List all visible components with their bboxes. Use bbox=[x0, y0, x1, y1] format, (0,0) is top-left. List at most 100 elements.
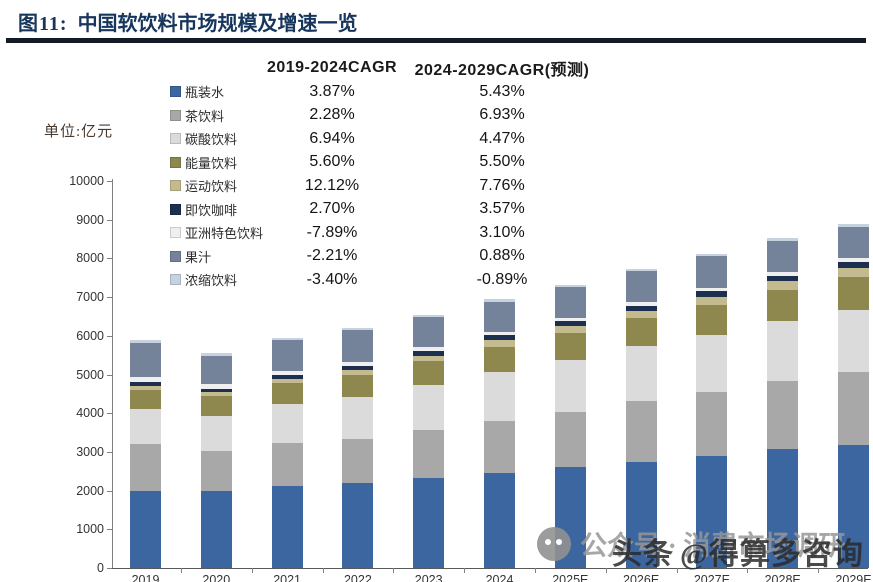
wechat-icon bbox=[537, 526, 571, 561]
bar-segment-碳酸饮料 bbox=[554, 359, 586, 412]
legend-label: 亚洲特色饮料 bbox=[185, 226, 264, 242]
bar-segment-茶饮料 bbox=[130, 444, 161, 491]
figure-title: 中国软饮料市场规模及增速一览 bbox=[77, 13, 358, 35]
y-tick-mark bbox=[107, 490, 112, 492]
y-tick-label: 1000 bbox=[76, 522, 104, 537]
cagr-value-2024-2029: 3.57% bbox=[479, 200, 525, 218]
bar-segment-能量饮料 bbox=[838, 277, 869, 311]
unit-label: 单位:亿元 bbox=[44, 124, 114, 140]
bar-segment-浓缩饮料 bbox=[696, 254, 728, 257]
cagr-row: 运动饮料 12.12% 7.76% bbox=[170, 174, 602, 198]
legend-swatch bbox=[170, 274, 181, 286]
bar-segment-碳酸饮料 bbox=[767, 321, 799, 381]
x-axis-label: 2023 bbox=[414, 573, 443, 582]
cagr-value-2024-2029: 0.88% bbox=[479, 247, 525, 265]
cagr-value-2019-2024: 6.94% bbox=[309, 129, 355, 147]
bar-segment-浓缩饮料 bbox=[342, 328, 374, 331]
x-tick-mark bbox=[322, 568, 324, 573]
figure-title-row: 图11: 中国软饮料市场规模及增速一览 bbox=[18, 7, 358, 36]
legend-swatch bbox=[170, 86, 181, 98]
legend-swatch bbox=[170, 156, 181, 168]
x-axis-label: 2024 bbox=[485, 573, 514, 582]
y-tick-mark bbox=[107, 219, 112, 221]
toutiao-handle-text: @得算多咨询 bbox=[680, 538, 864, 571]
bar-segment-茶饮料 bbox=[625, 401, 657, 462]
cagr-value-2024-2029: 7.76% bbox=[479, 176, 525, 194]
x-tick-mark bbox=[747, 568, 749, 573]
bar-segment-运动饮料 bbox=[838, 267, 869, 278]
bar-segment-碳酸饮料 bbox=[342, 396, 374, 440]
cagr-value-2024-2029: 5.43% bbox=[479, 82, 525, 100]
cagr-header-row: 2019-2024CAGR 2024-2029CAGR(预测) bbox=[170, 56, 602, 80]
bar-segment-果汁 bbox=[130, 342, 161, 377]
bar-segment-亚洲特色饮料 bbox=[484, 331, 515, 336]
bar-segment-瓶装水 bbox=[413, 477, 445, 568]
y-tick-label: 5000 bbox=[76, 367, 104, 382]
bar-segment-碳酸饮料 bbox=[484, 371, 515, 422]
bar-segment-运动饮料 bbox=[696, 296, 728, 305]
legend-item: 瓶装水 bbox=[170, 82, 262, 101]
legend-item: 碳酸饮料 bbox=[170, 129, 262, 148]
cagr-value-2019-2024: -3.40% bbox=[306, 270, 358, 288]
bar-segment-能量饮料 bbox=[342, 374, 374, 397]
legend-label: 即饮咖啡 bbox=[185, 202, 238, 218]
y-tick-label: 9000 bbox=[76, 212, 104, 227]
legend-item: 果汁 bbox=[170, 247, 262, 266]
legend-item: 能量饮料 bbox=[170, 153, 262, 172]
legend-item: 茶饮料 bbox=[170, 106, 262, 125]
legend-label: 果汁 bbox=[185, 249, 212, 265]
legend-item: 浓缩饮料 bbox=[170, 270, 262, 289]
bar-segment-即饮咖啡 bbox=[767, 275, 799, 282]
legend-item: 亚洲特色饮料 bbox=[170, 223, 264, 242]
bar-segment-亚洲特色饮料 bbox=[200, 384, 232, 389]
y-tick-label: 7000 bbox=[76, 290, 104, 305]
bar-segment-果汁 bbox=[342, 330, 374, 362]
bar-segment-能量饮料 bbox=[271, 383, 303, 405]
x-axis-label: 2027E bbox=[693, 573, 730, 582]
cagr-value-2019-2024: -7.89% bbox=[306, 223, 358, 241]
legend-label: 茶饮料 bbox=[185, 108, 225, 124]
y-tick-label: 6000 bbox=[76, 328, 104, 343]
bar-segment-碳酸饮料 bbox=[838, 310, 869, 372]
x-axis-label: 2019 bbox=[131, 573, 160, 582]
bar-segment-运动饮料 bbox=[625, 310, 657, 319]
figure-number-label: 图11: bbox=[18, 13, 68, 35]
bar-segment-亚洲特色饮料 bbox=[271, 370, 303, 375]
bar-segment-茶饮料 bbox=[767, 380, 799, 449]
cagr-row: 茶饮料 2.28% 6.93% bbox=[170, 104, 602, 128]
bar-segment-浓缩饮料 bbox=[767, 238, 799, 241]
cagr-row: 果汁 -2.21% 0.88% bbox=[170, 245, 602, 269]
legend-swatch bbox=[170, 250, 181, 262]
bar-segment-能量饮料 bbox=[484, 346, 515, 372]
bar-segment-亚洲特色饮料 bbox=[838, 258, 869, 263]
bar-segment-瓶装水 bbox=[130, 490, 161, 568]
cagr-row: 能量饮料 5.60% 5.50% bbox=[170, 151, 602, 175]
bar-segment-茶饮料 bbox=[696, 391, 728, 456]
y-tick-mark bbox=[107, 297, 112, 299]
bar-segment-能量饮料 bbox=[554, 333, 586, 360]
legend-label: 能量饮料 bbox=[185, 155, 238, 171]
cagr-row: 碳酸饮料 6.94% 4.47% bbox=[170, 127, 602, 151]
bar-stack bbox=[130, 0, 161, 582]
bar-segment-果汁 bbox=[200, 355, 232, 385]
bar-segment-运动饮料 bbox=[271, 379, 303, 384]
legend-label: 浓缩饮料 bbox=[185, 273, 238, 289]
x-tick-mark bbox=[818, 568, 820, 573]
bar-segment-能量饮料 bbox=[413, 360, 445, 385]
legend-label: 碳酸饮料 bbox=[185, 132, 238, 148]
bar-segment-碳酸饮料 bbox=[696, 335, 728, 392]
x-tick-mark bbox=[534, 568, 536, 573]
bar-segment-碳酸饮料 bbox=[130, 408, 161, 445]
toutiao-watermark: 头条 @得算多咨询 bbox=[612, 529, 864, 573]
bar-segment-即饮咖啡 bbox=[413, 351, 445, 356]
cagr-value-2024-2029: 6.93% bbox=[479, 106, 525, 124]
bar-segment-瓶装水 bbox=[484, 473, 515, 568]
y-tick-mark bbox=[107, 451, 112, 453]
cagr-value-2024-2029: 4.47% bbox=[479, 129, 525, 147]
bar-segment-亚洲特色饮料 bbox=[413, 347, 445, 352]
cagr-rows: 瓶装水 3.87% 5.43% 茶饮料 2.28% 6.93% 碳酸饮料 6.94% 4.47%… bbox=[170, 80, 602, 292]
bar-segment-果汁 bbox=[554, 287, 586, 318]
cagr-row: 瓶装水 3.87% 5.43% bbox=[170, 80, 602, 104]
bar-segment-即饮咖啡 bbox=[625, 305, 657, 311]
cagr-value-2024-2029: -0.89% bbox=[476, 270, 528, 288]
